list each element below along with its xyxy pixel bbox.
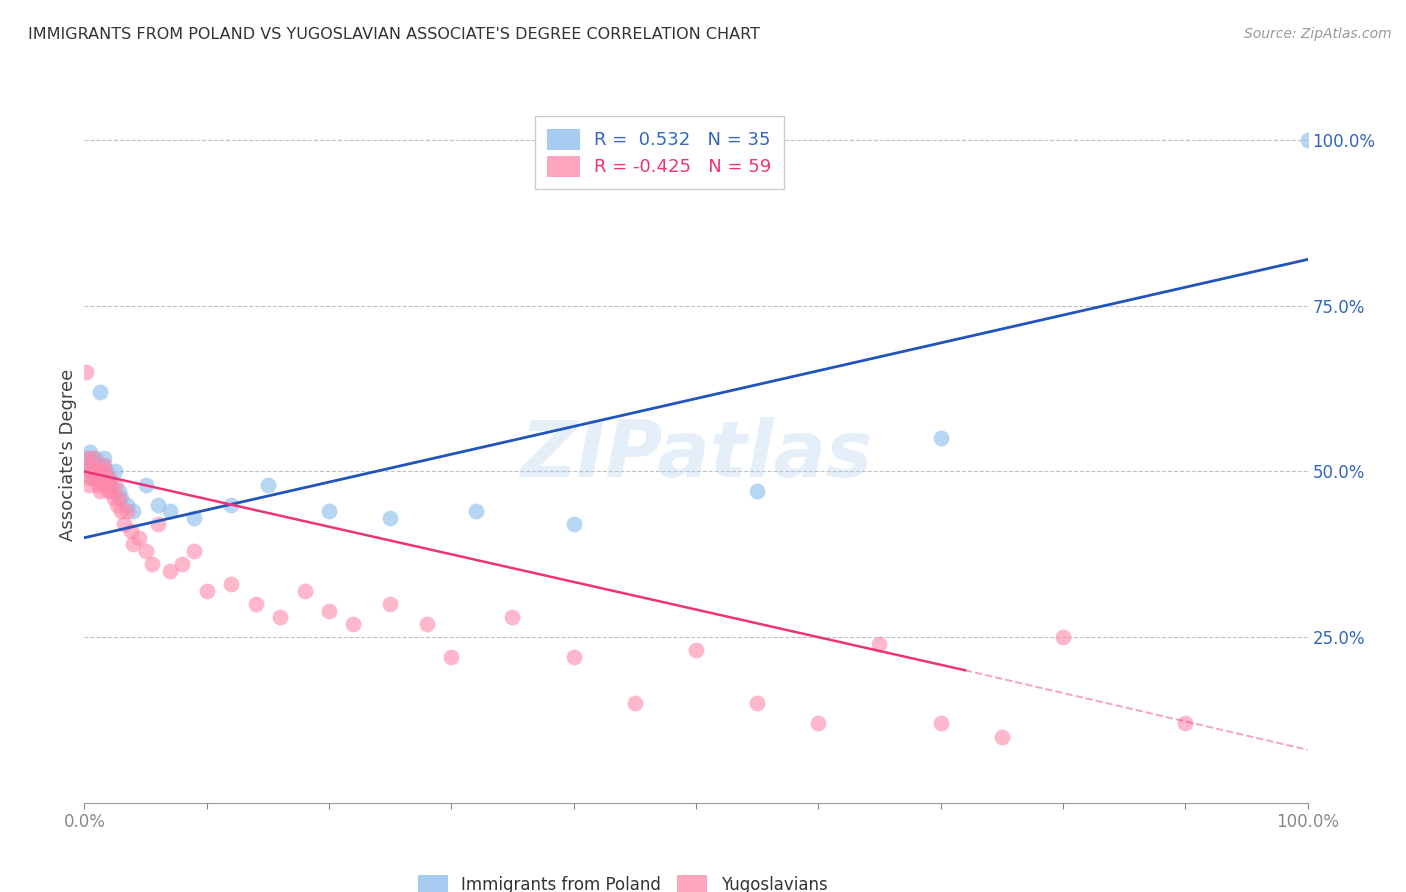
- Point: [77, 451, 100, 466]
- Point: [115, 498, 138, 512]
- Point: [100, 484, 122, 499]
- Point: [624, 697, 647, 711]
- Point: [110, 504, 132, 518]
- Point: [103, 491, 125, 505]
- Point: [747, 484, 769, 499]
- Point: [84, 451, 107, 466]
- Point: [1296, 133, 1319, 147]
- Point: [122, 537, 145, 551]
- Point: [79, 471, 101, 485]
- Point: [807, 716, 830, 731]
- Point: [146, 498, 169, 512]
- Point: [929, 716, 952, 731]
- Legend: Immigrants from Poland, Yugoslavians: Immigrants from Poland, Yugoslavians: [409, 867, 837, 892]
- Point: [89, 384, 111, 399]
- Point: [94, 465, 117, 479]
- Point: [219, 498, 242, 512]
- Point: [245, 597, 267, 611]
- Point: [76, 451, 98, 466]
- Point: [87, 465, 110, 479]
- Point: [91, 477, 114, 491]
- Point: [83, 465, 105, 479]
- Point: [86, 465, 108, 479]
- Point: [76, 458, 98, 472]
- Point: [75, 365, 97, 379]
- Point: [96, 465, 118, 479]
- Point: [183, 544, 205, 558]
- Point: [172, 558, 194, 572]
- Point: [104, 465, 127, 479]
- Point: [416, 616, 439, 631]
- Point: [84, 471, 107, 485]
- Point: [380, 511, 402, 525]
- Point: [991, 730, 1014, 744]
- Point: [342, 616, 364, 631]
- Point: [97, 471, 120, 485]
- Point: [1052, 630, 1074, 644]
- Point: [562, 650, 585, 665]
- Point: [195, 583, 218, 598]
- Point: [105, 498, 128, 512]
- Point: [80, 471, 103, 485]
- Point: [464, 504, 486, 518]
- Point: [107, 484, 129, 499]
- Point: [318, 604, 340, 618]
- Point: [219, 577, 242, 591]
- Point: [318, 504, 340, 518]
- Point: [82, 451, 104, 466]
- Point: [97, 471, 120, 485]
- Point: [440, 650, 463, 665]
- Point: [294, 583, 316, 598]
- Point: [98, 477, 121, 491]
- Point: [89, 484, 111, 499]
- Point: [380, 597, 402, 611]
- Point: [502, 610, 524, 624]
- Point: [77, 477, 100, 491]
- Point: [86, 458, 108, 472]
- Point: [100, 477, 122, 491]
- Point: [115, 504, 138, 518]
- Point: [135, 544, 157, 558]
- Text: Source: ZipAtlas.com: Source: ZipAtlas.com: [1244, 27, 1392, 41]
- Point: [87, 458, 110, 472]
- Point: [183, 511, 205, 525]
- Point: [93, 458, 115, 472]
- Point: [159, 504, 181, 518]
- Point: [110, 491, 132, 505]
- Point: [97, 484, 120, 499]
- Point: [112, 517, 135, 532]
- Point: [87, 477, 110, 491]
- Point: [141, 558, 163, 572]
- Point: [128, 531, 150, 545]
- Point: [747, 697, 769, 711]
- Point: [79, 444, 101, 458]
- Point: [562, 517, 585, 532]
- Point: [135, 477, 157, 491]
- Text: ZIPatlas: ZIPatlas: [520, 417, 872, 493]
- Point: [96, 477, 118, 491]
- Point: [77, 465, 100, 479]
- Point: [120, 524, 142, 538]
- Text: IMMIGRANTS FROM POLAND VS YUGOSLAVIAN ASSOCIATE'S DEGREE CORRELATION CHART: IMMIGRANTS FROM POLAND VS YUGOSLAVIAN AS…: [28, 27, 761, 42]
- Point: [83, 465, 105, 479]
- Point: [146, 517, 169, 532]
- Point: [80, 458, 103, 472]
- Point: [87, 465, 110, 479]
- Point: [104, 477, 127, 491]
- Point: [1174, 716, 1197, 731]
- Point: [82, 458, 104, 472]
- Point: [77, 465, 100, 479]
- Point: [269, 610, 291, 624]
- Y-axis label: Associate's Degree: Associate's Degree: [59, 368, 77, 541]
- Point: [929, 431, 952, 445]
- Point: [90, 471, 112, 485]
- Point: [122, 504, 145, 518]
- Point: [257, 477, 280, 491]
- Point: [685, 643, 707, 657]
- Point: [869, 637, 891, 651]
- Point: [91, 458, 114, 472]
- Point: [107, 491, 129, 505]
- Point: [93, 451, 115, 466]
- Point: [159, 564, 181, 578]
